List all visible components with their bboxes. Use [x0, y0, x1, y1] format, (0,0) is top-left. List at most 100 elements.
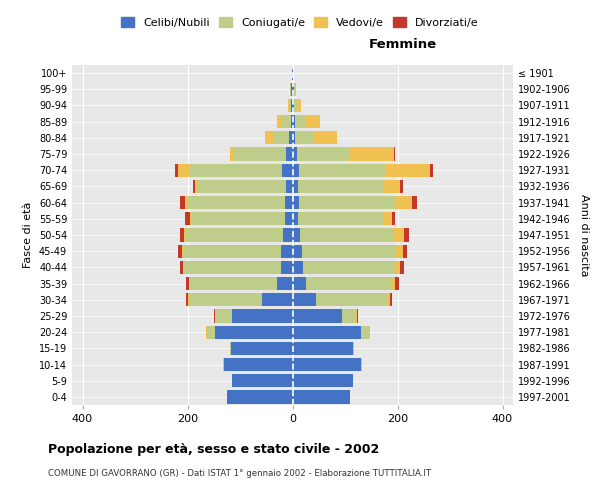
Bar [272, 131, 289, 144]
Bar [292, 82, 293, 96]
Bar [293, 99, 294, 112]
Bar [301, 228, 394, 241]
Bar [182, 244, 184, 258]
Bar [192, 212, 285, 226]
Bar [180, 260, 183, 274]
Bar [283, 228, 293, 241]
Bar [293, 82, 295, 96]
Bar [187, 293, 188, 306]
Bar [293, 196, 299, 209]
Bar [400, 180, 403, 193]
Bar [293, 390, 350, 404]
Bar [305, 277, 392, 290]
Bar [293, 131, 295, 144]
Bar [290, 82, 292, 96]
Bar [188, 164, 282, 177]
Bar [230, 342, 293, 355]
Bar [206, 326, 207, 339]
Bar [289, 131, 293, 144]
Bar [262, 293, 293, 306]
Bar [179, 196, 185, 209]
Bar [295, 115, 305, 128]
Bar [294, 99, 296, 112]
Bar [224, 358, 293, 371]
Bar [184, 260, 281, 274]
Bar [187, 277, 189, 290]
Bar [180, 228, 184, 241]
Bar [184, 228, 186, 241]
Bar [229, 342, 230, 355]
Legend: Celibi/Nubili, Coniugati/e, Vedovi/e, Divorziati/e: Celibi/Nubili, Coniugati/e, Vedovi/e, Di… [117, 13, 483, 32]
Bar [392, 277, 395, 290]
Bar [296, 99, 301, 112]
Bar [186, 293, 187, 306]
Bar [355, 310, 356, 322]
Bar [394, 148, 395, 160]
Bar [396, 196, 412, 209]
Bar [385, 180, 400, 193]
Bar [265, 131, 272, 144]
Bar [293, 212, 298, 226]
Bar [430, 164, 433, 177]
Bar [286, 180, 293, 193]
Bar [229, 148, 234, 160]
Bar [198, 180, 286, 193]
Bar [299, 164, 385, 177]
Bar [293, 244, 302, 258]
Bar [185, 196, 187, 209]
Bar [316, 293, 387, 306]
Text: Femmine: Femmine [368, 38, 437, 52]
Text: COMUNE DI GAVORRANO (GR) - Dati ISTAT 1° gennaio 2002 - Elaborazione TUTTITALIA.: COMUNE DI GAVORRANO (GR) - Dati ISTAT 1°… [48, 468, 431, 477]
Bar [293, 260, 303, 274]
Bar [293, 293, 316, 306]
Bar [234, 148, 286, 160]
Bar [303, 260, 395, 274]
Bar [281, 244, 293, 258]
Bar [178, 244, 182, 258]
Bar [298, 212, 385, 226]
Bar [184, 244, 281, 258]
Bar [193, 180, 196, 193]
Bar [305, 115, 320, 128]
Bar [385, 212, 392, 226]
Bar [400, 260, 404, 274]
Bar [394, 228, 404, 241]
Bar [190, 277, 277, 290]
Bar [356, 310, 358, 322]
Bar [175, 164, 178, 177]
Bar [217, 310, 232, 322]
Bar [403, 244, 407, 258]
Bar [314, 131, 337, 144]
Bar [293, 115, 295, 128]
Bar [223, 358, 224, 371]
Bar [299, 196, 396, 209]
Bar [395, 277, 399, 290]
Text: Popolazione per età, sesso e stato civile - 2002: Popolazione per età, sesso e stato civil… [48, 442, 379, 456]
Bar [289, 99, 292, 112]
Bar [183, 260, 184, 274]
Bar [293, 358, 361, 371]
Bar [385, 164, 430, 177]
Bar [190, 212, 192, 226]
Bar [281, 115, 291, 128]
Bar [349, 148, 394, 160]
Bar [284, 196, 293, 209]
Y-axis label: Fasce di età: Fasce di età [23, 202, 33, 268]
Bar [361, 358, 362, 371]
Bar [395, 260, 400, 274]
Bar [214, 310, 215, 322]
Bar [293, 164, 299, 177]
Bar [392, 212, 395, 226]
Bar [232, 374, 293, 388]
Bar [293, 326, 361, 339]
Bar [178, 164, 188, 177]
Bar [361, 326, 368, 339]
Bar [395, 244, 403, 258]
Bar [196, 180, 198, 193]
Bar [286, 148, 293, 160]
Bar [207, 326, 215, 339]
Bar [293, 342, 353, 355]
Bar [295, 82, 296, 96]
Bar [293, 310, 343, 322]
Bar [293, 374, 353, 388]
